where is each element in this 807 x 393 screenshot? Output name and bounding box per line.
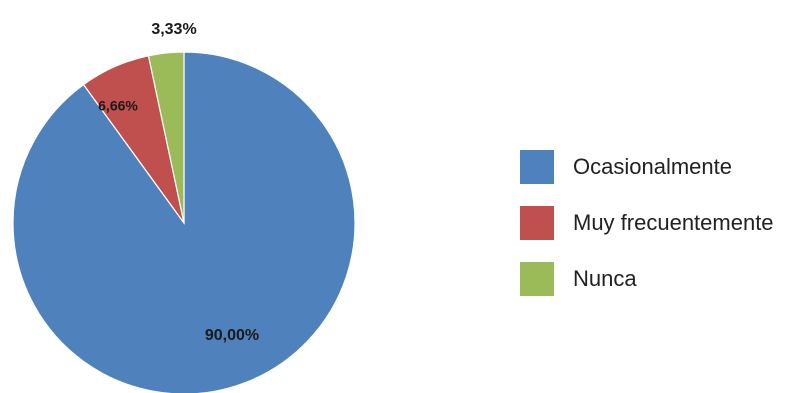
legend-item-nunca: Nunca [520, 262, 637, 296]
legend-swatch-muy-frecuentemente [520, 206, 554, 240]
data-label-muy-frecuentemente: 6,66% [98, 98, 138, 114]
pie-data-labels: 90,00% 6,66% 3,33% [98, 21, 259, 344]
legend-label-muy-frecuentemente: Muy frecuentemente [573, 210, 774, 235]
legend-swatch-nunca [520, 262, 554, 296]
legend: Ocasionalmente Muy frecuentemente Nunca [520, 150, 774, 296]
legend-label-ocasionalmente: Ocasionalmente [573, 154, 732, 179]
pie-slice-ocasionalmente [12, 51, 356, 393]
pie-slices [12, 51, 356, 393]
legend-item-ocasionalmente: Ocasionalmente [520, 150, 732, 184]
data-label-nunca: 3,33% [151, 21, 196, 38]
legend-item-muy-frecuentemente: Muy frecuentemente [520, 206, 774, 240]
data-label-ocasionalmente: 90,00% [205, 327, 259, 344]
legend-swatch-ocasionalmente [520, 150, 554, 184]
pie-slice-nunca [147, 51, 185, 224]
legend-label-nunca: Nunca [573, 266, 637, 291]
